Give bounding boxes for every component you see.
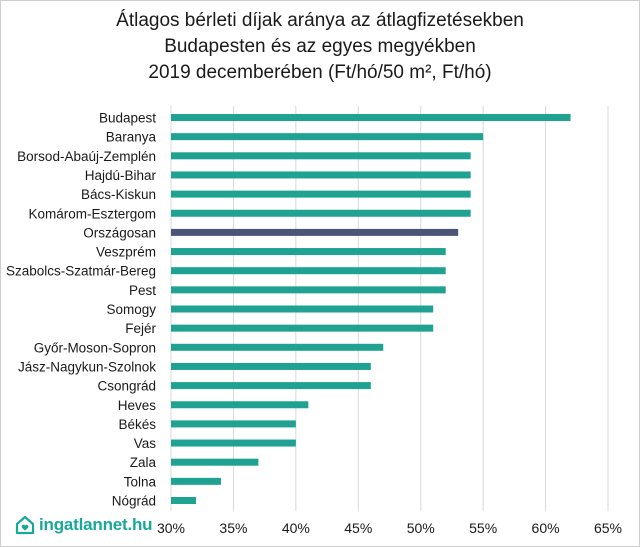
x-tick-label: 35% bbox=[219, 520, 247, 536]
bar bbox=[171, 362, 371, 370]
x-tick-label: 65% bbox=[594, 520, 622, 536]
category-label: Komárom-Esztergom bbox=[28, 206, 156, 221]
x-tick-label: 50% bbox=[407, 520, 435, 536]
bar bbox=[171, 286, 446, 294]
category-label: Borsod-Abaúj-Zemplén bbox=[17, 149, 156, 164]
bar bbox=[171, 305, 434, 313]
bar bbox=[171, 439, 296, 447]
x-tick-label: 60% bbox=[532, 520, 560, 536]
category-label: Országosan bbox=[83, 225, 156, 240]
bar bbox=[171, 458, 259, 466]
title-line-1: Átlagos bérleti díjak aránya az átlagfiz… bbox=[116, 10, 524, 31]
ingatlannet-logo: ingatlannet.hu bbox=[14, 514, 153, 536]
bar bbox=[171, 382, 371, 390]
x-tick-label: 55% bbox=[469, 520, 497, 536]
title-line-2: Budapesten és az egyes megyékben bbox=[164, 36, 476, 57]
logo-text: ingatlannet.hu bbox=[39, 515, 153, 534]
category-label: Veszprém bbox=[96, 245, 156, 260]
category-label: Vas bbox=[134, 436, 157, 451]
bar bbox=[171, 248, 446, 256]
bar bbox=[171, 343, 384, 351]
category-label: Pest bbox=[129, 283, 156, 298]
category-label: Bács-Kiskun bbox=[81, 187, 156, 202]
category-label: Fejér bbox=[125, 321, 156, 336]
category-label: Zala bbox=[130, 455, 157, 470]
bar bbox=[171, 324, 434, 332]
category-label: Jász-Nagykun-Szolnok bbox=[18, 359, 156, 374]
category-label: Hajdú-Bihar bbox=[85, 168, 157, 183]
bar bbox=[171, 171, 471, 179]
x-tick-labels: 30% 35% 40% 45% 50% 55% 60% 65% bbox=[157, 520, 622, 536]
bar bbox=[171, 477, 221, 485]
category-label: Tolna bbox=[124, 474, 157, 489]
bar bbox=[171, 209, 471, 217]
bar bbox=[171, 133, 484, 141]
bar bbox=[171, 497, 196, 504]
title-line-3: 2019 decemberében (Ft/hó/50 m², Ft/hó) bbox=[148, 62, 492, 83]
bar bbox=[171, 152, 471, 160]
category-label: Békés bbox=[118, 417, 156, 432]
category-label: Szabolcs-Szatmár-Bereg bbox=[6, 264, 156, 279]
bar bbox=[171, 267, 446, 275]
category-label: Budapest bbox=[99, 111, 156, 126]
category-labels: Budapest Baranya Borsod-Abaúj-Zemplén Hajdú… bbox=[6, 111, 157, 509]
category-label: Nógrád bbox=[112, 494, 156, 509]
category-label: Csongrád bbox=[97, 379, 156, 394]
bar bbox=[171, 401, 309, 409]
x-tick-label: 30% bbox=[157, 520, 185, 536]
bars bbox=[171, 114, 571, 504]
bar bbox=[171, 190, 471, 198]
bar bbox=[171, 420, 296, 428]
category-label: Baranya bbox=[106, 130, 157, 145]
house-heart-icon bbox=[15, 515, 35, 535]
bar bbox=[171, 228, 459, 236]
chart-title: Átlagos bérleti díjak aránya az átlagfiz… bbox=[0, 8, 640, 86]
category-label: Győr-Moson-Sopron bbox=[34, 340, 156, 355]
category-label: Somogy bbox=[106, 302, 156, 317]
x-tick-label: 45% bbox=[344, 520, 372, 536]
category-label: Heves bbox=[118, 398, 157, 413]
x-tick-label: 40% bbox=[282, 520, 310, 536]
bar bbox=[171, 114, 571, 121]
